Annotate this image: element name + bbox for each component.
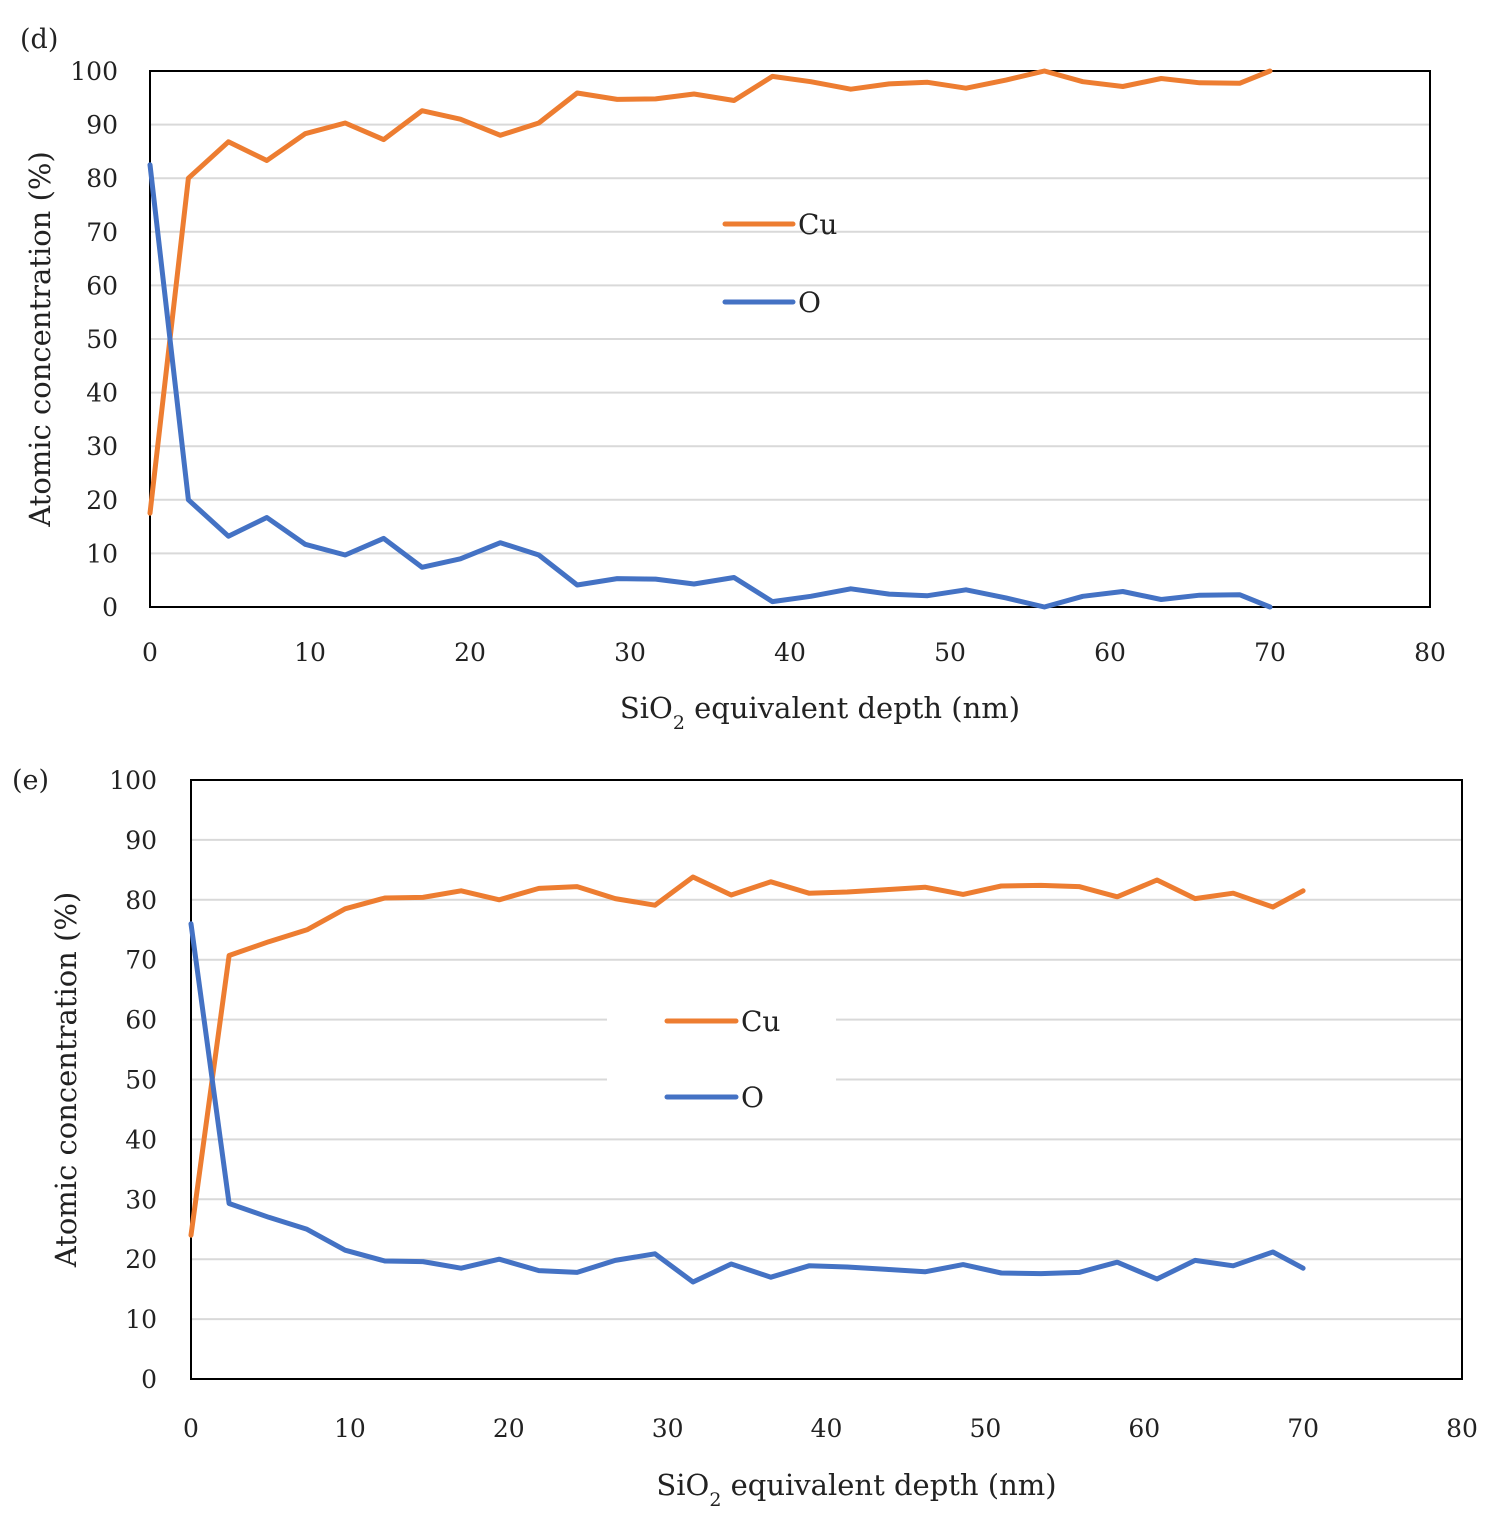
legend-label-cu: Cu (741, 1005, 780, 1038)
x-tick-label: 80 (1414, 638, 1446, 667)
panel-label: (e) (12, 765, 49, 796)
legend: Cu O (722, 208, 837, 319)
y-tick-label: 40 (86, 379, 118, 408)
x-tick-label: 0 (142, 638, 158, 667)
series-line-o (188, 921, 1306, 1285)
series-line-cu (147, 68, 1273, 516)
y-axis-title: Atomic concentration (%) (23, 151, 57, 528)
y-axis-title: Atomic concentration (%) (49, 892, 83, 1269)
x-tick-label: 60 (1094, 638, 1126, 667)
legend-label-cu: Cu (798, 208, 837, 241)
x-tick-label: 10 (334, 1414, 366, 1443)
series-line-cu (188, 874, 1306, 1238)
x-tick-label: 20 (454, 638, 486, 667)
y-tick-label: 100 (109, 766, 157, 795)
y-tick-label: 20 (86, 486, 118, 515)
y-tick-label: 10 (86, 539, 118, 568)
series-line-o (147, 162, 1273, 610)
y-tick-label: 90 (125, 826, 157, 855)
y-tick-label: 70 (86, 218, 118, 247)
y-tick-label: 100 (70, 57, 118, 86)
legend-background (607, 981, 836, 1137)
y-tick-label: 50 (125, 1066, 157, 1095)
plot-frame (190, 779, 1463, 1380)
x-tick-label: 30 (652, 1414, 684, 1443)
y-tick-label: 80 (125, 886, 157, 915)
x-tick-label: 30 (614, 638, 646, 667)
y-tick-label: 60 (125, 1006, 157, 1035)
y-tick-label: 10 (125, 1305, 157, 1334)
x-axis-title: SiO2 equivalent depth (nm) (620, 691, 1020, 734)
legend-label-o: O (741, 1081, 764, 1114)
y-tick-label: 40 (125, 1125, 157, 1154)
x-tick-label: 20 (493, 1414, 525, 1443)
x-tick-label: 60 (1128, 1414, 1160, 1443)
x-tick-label: 10 (294, 638, 326, 667)
y-tick-label: 0 (141, 1365, 157, 1394)
y-tick-label: 0 (102, 593, 118, 622)
x-tick-label: 40 (774, 638, 806, 667)
y-tick-label: 20 (125, 1245, 157, 1274)
x-axis-title: SiO2 equivalent depth (nm) (656, 1468, 1056, 1511)
x-tick-label: 70 (1287, 1414, 1319, 1443)
legend: Cu O (607, 981, 836, 1137)
y-tick-label: 30 (86, 432, 118, 461)
x-tick-label: 50 (969, 1414, 1001, 1443)
x-tick-label: 70 (1254, 638, 1286, 667)
panel-e: (e) 0 10 20 30 40 50 60 70 80 90 100 0 10 20 30 40 50 60 70… (12, 765, 1478, 1511)
x-tick-label: 50 (934, 638, 966, 667)
y-tick-label: 70 (125, 946, 157, 975)
panel-d: (d) 0 10 20 30 40 50 60 70 80 90 100 0 10 20 30 40 50 60 70… (20, 24, 1446, 734)
x-tick-label: 0 (183, 1414, 199, 1443)
y-tick-label: 60 (86, 271, 118, 300)
y-tick-label: 50 (86, 325, 118, 354)
panel-label: (d) (20, 24, 58, 55)
legend-label-o: O (798, 286, 821, 319)
x-tick-label: 40 (811, 1414, 843, 1443)
plot-frame (149, 70, 1431, 608)
y-tick-label: 30 (125, 1185, 157, 1214)
x-tick-label: 80 (1446, 1414, 1478, 1443)
y-tick-label: 80 (86, 164, 118, 193)
y-tick-label: 90 (86, 111, 118, 140)
